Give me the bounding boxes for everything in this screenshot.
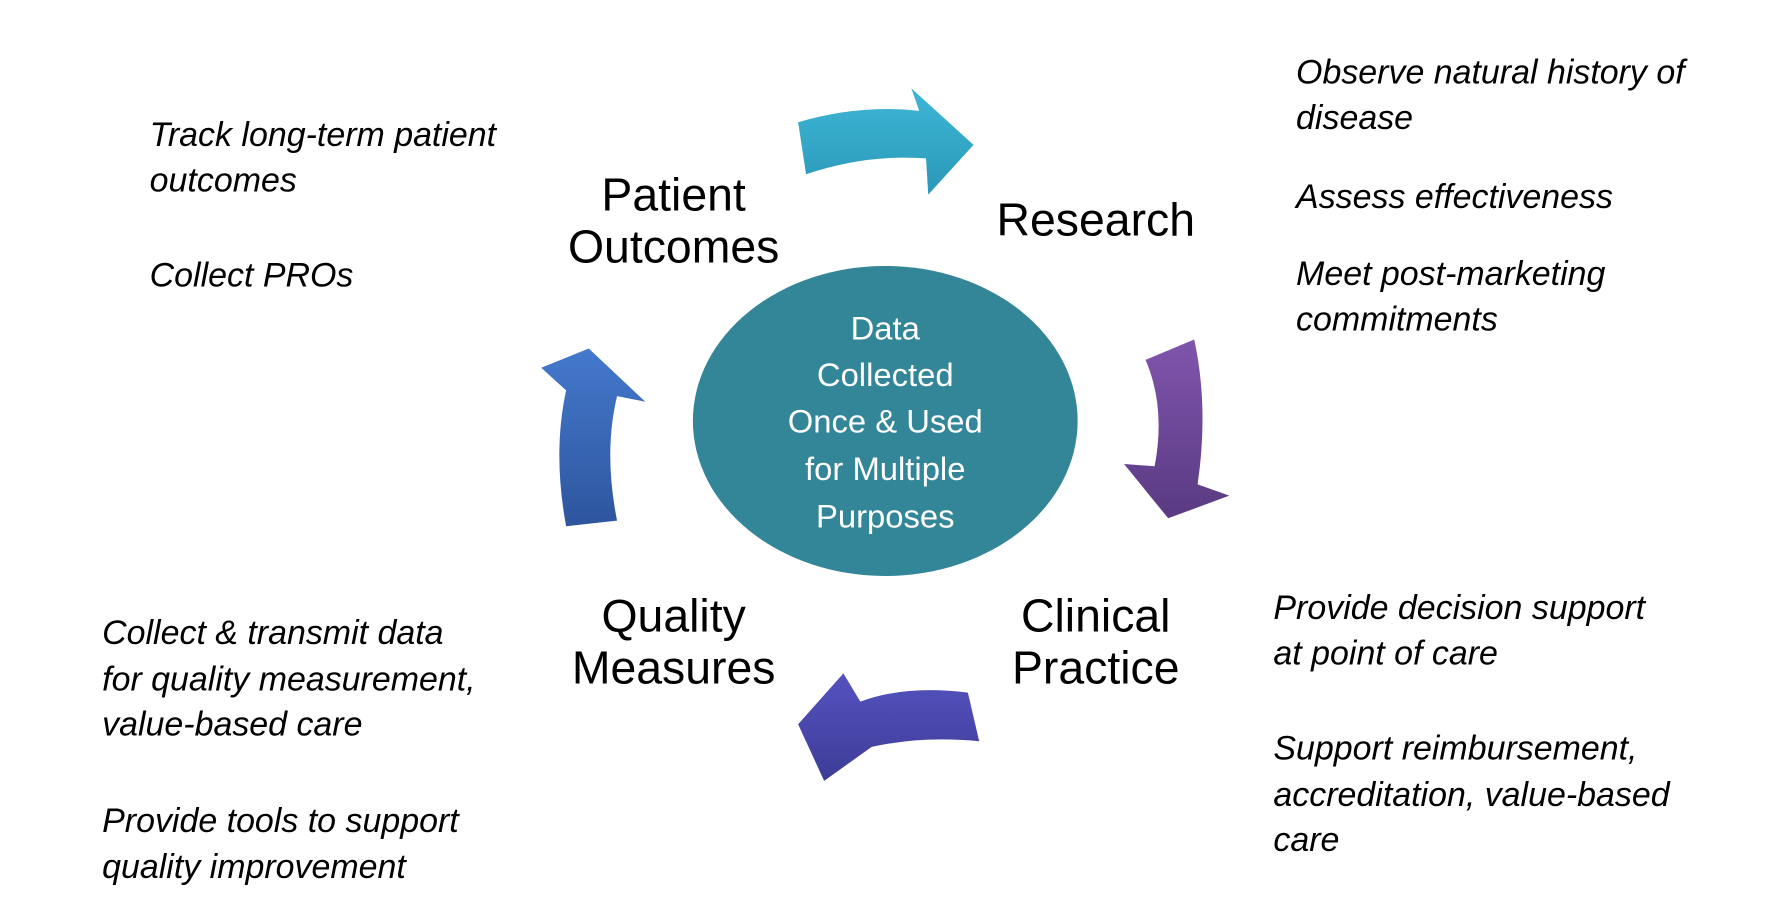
note-clinical-practice: Provide decision support (1273, 589, 1646, 627)
note-research: disease (1296, 99, 1413, 137)
note-research: Assess effectiveness (1294, 178, 1613, 216)
center-text: Data Collected Once & Used for Multiple … (788, 310, 983, 535)
node-quality-measures: Measures (572, 642, 776, 694)
center-line: Once & Used (788, 402, 983, 439)
node-patient-outcomes: Outcomes (568, 221, 779, 273)
node-quality-measures: Quality (601, 589, 746, 641)
center-line: for Multiple (805, 450, 965, 487)
center-ellipse (692, 265, 1078, 577)
arrow-outcomes-to-research (798, 88, 974, 195)
note-clinical-practice: care (1273, 821, 1339, 859)
note-research: Meet post-marketing (1296, 255, 1605, 293)
arrow-clinical-to-quality (798, 673, 980, 781)
note-patient-outcomes: Track long-term patient (150, 116, 498, 154)
note-quality-measures: Provide tools to support (102, 802, 460, 840)
arrow-quality-to-outcomes (541, 348, 646, 527)
note-clinical-practice: at point of care (1273, 634, 1498, 672)
note-quality-measures: quality improvement (102, 848, 407, 886)
note-clinical-practice: Support reimbursement, (1273, 729, 1637, 767)
node-patient-outcomes: Patient (601, 168, 745, 220)
node-research: Research (997, 193, 1195, 245)
note-quality-measures: for quality measurement, (102, 660, 475, 698)
arrow-research-to-clinical (1124, 339, 1230, 519)
note-quality-measures: Collect & transmit data (102, 614, 443, 652)
note-quality-measures: value-based care (102, 706, 362, 744)
note-clinical-practice: accreditation, value-based (1273, 776, 1670, 814)
note-patient-outcomes: outcomes (150, 161, 297, 199)
center-line: Data (851, 310, 921, 347)
center-line: Purposes (816, 497, 955, 534)
node-clinical-practice: Practice (1012, 642, 1180, 694)
note-research: commitments (1296, 300, 1498, 338)
note-patient-outcomes: Collect PROs (150, 256, 354, 294)
node-clinical-practice: Clinical (1021, 589, 1170, 641)
center-line: Collected (817, 356, 954, 393)
note-research: Observe natural history of (1296, 54, 1688, 92)
